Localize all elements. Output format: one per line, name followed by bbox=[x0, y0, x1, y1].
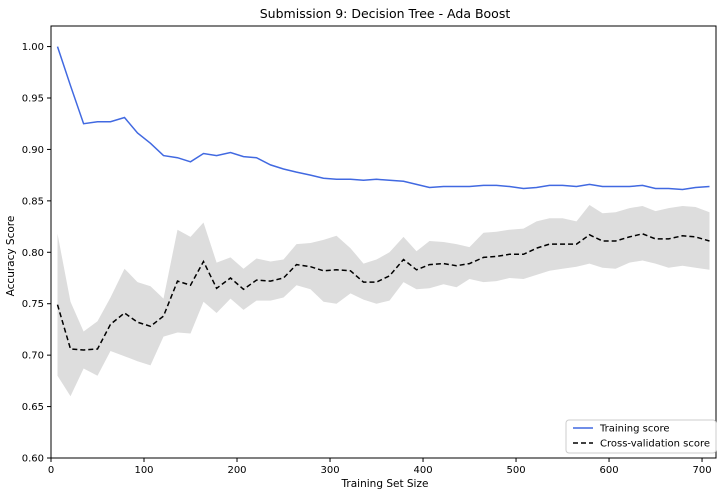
x-tick-label: 100 bbox=[134, 465, 153, 476]
chart-title: Submission 9: Decision Tree - Ada Boost bbox=[260, 6, 511, 21]
cv-std-band bbox=[57, 205, 710, 397]
band-layer bbox=[57, 205, 710, 397]
y-tick-label: 0.85 bbox=[22, 196, 44, 207]
x-tick-label: 0 bbox=[48, 465, 54, 476]
cv-score-line bbox=[56, 233, 710, 351]
legend-box bbox=[565, 419, 717, 454]
x-axis-label: Training Set Size bbox=[341, 478, 429, 490]
y-tick-label: 0.60 bbox=[22, 454, 44, 465]
y-tick-label: 1.00 bbox=[22, 42, 44, 53]
x-tick-label: 600 bbox=[599, 465, 618, 476]
line-layer bbox=[56, 46, 710, 351]
y-tick-label: 0.75 bbox=[22, 299, 44, 310]
x-tick-label: 300 bbox=[320, 465, 339, 476]
y-tick-label: 0.65 bbox=[22, 402, 44, 413]
legend: Training score Cross-validation score bbox=[565, 419, 717, 454]
plot-frame bbox=[50, 25, 717, 459]
y-tick-label: 0.80 bbox=[22, 248, 44, 259]
y-axis-ticks: 0.60 0.65 0.70 0.75 0.80 0.85 0.90 0.95 1.00 bbox=[22, 42, 51, 465]
y-axis-label: Accuracy Score bbox=[5, 216, 17, 297]
x-tick-label: 400 bbox=[413, 465, 432, 476]
y-tick-label: 0.95 bbox=[22, 94, 44, 105]
training-score-line bbox=[56, 46, 710, 191]
x-tick-label: 200 bbox=[227, 465, 246, 476]
x-tick-label: 500 bbox=[506, 465, 525, 476]
y-tick-label: 0.90 bbox=[22, 145, 44, 156]
legend-cv-label: Cross-validation score bbox=[600, 439, 710, 450]
x-axis-ticks: 0 100 200 300 400 500 600 700 bbox=[48, 458, 712, 476]
legend-training-label: Training score bbox=[599, 424, 670, 435]
x-tick-label: 700 bbox=[693, 465, 712, 476]
y-tick-label: 0.70 bbox=[22, 351, 44, 362]
